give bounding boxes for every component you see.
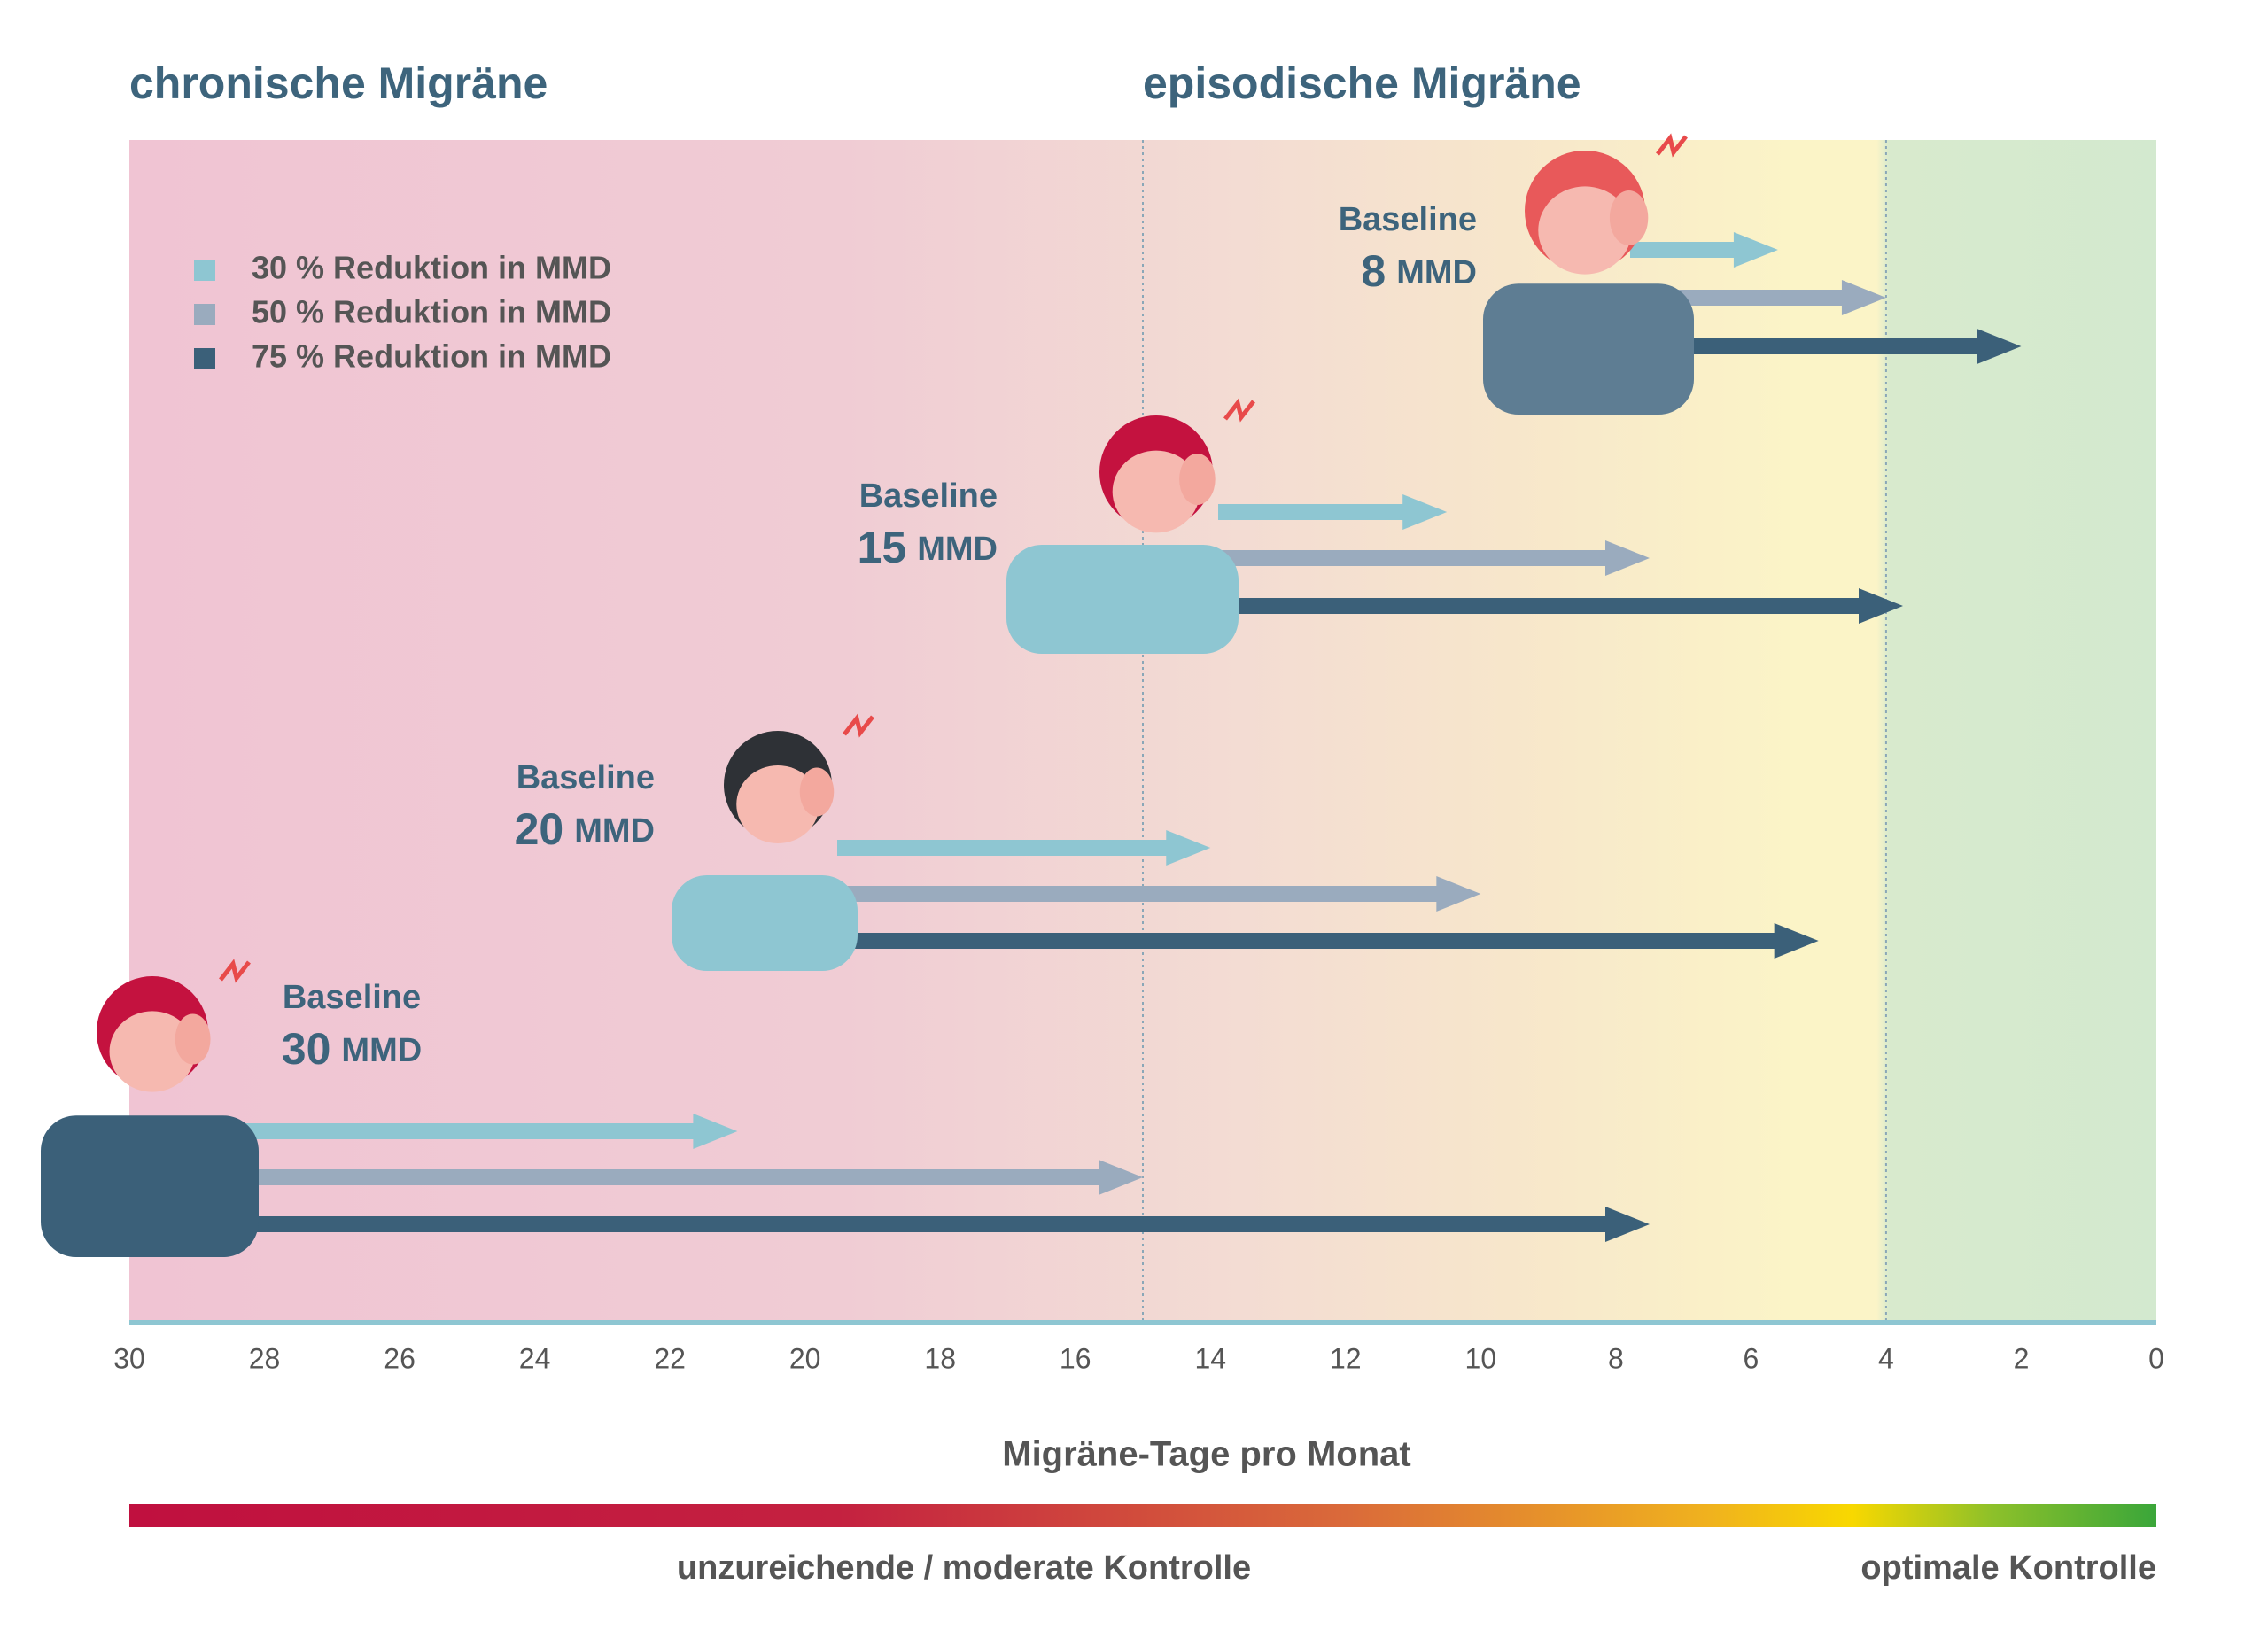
x-tick-label: 18 <box>924 1342 956 1374</box>
reduction-arrow <box>204 1160 1143 1195</box>
baseline-label: Baseline <box>1339 201 1477 238</box>
baseline-number: 8 <box>1361 246 1386 296</box>
reduction-arrow <box>204 1114 738 1149</box>
reduction-arrow <box>1630 280 1886 315</box>
x-tick-label: 12 <box>1330 1342 1362 1374</box>
person-illustration <box>672 713 874 971</box>
baseline-value: 8 MMD <box>1361 246 1477 296</box>
person-illustration <box>41 959 259 1257</box>
x-tick-label: 26 <box>384 1342 416 1374</box>
x-tick-label: 0 <box>2148 1342 2164 1374</box>
reduction-arrow <box>837 830 1211 866</box>
person-face <box>109 1011 196 1092</box>
legend-label: 75 % Reduktion in MMD <box>252 338 611 375</box>
x-tick-label: 30 <box>113 1342 145 1374</box>
legend-label: 50 % Reduktion in MMD <box>252 294 611 330</box>
control-scale <box>129 1504 2156 1527</box>
baseline-unit: MMD <box>574 812 655 850</box>
x-tick-label: 16 <box>1060 1342 1091 1374</box>
legend-swatch <box>194 348 215 369</box>
pain-sign <box>1223 398 1255 423</box>
baseline-label: Baseline <box>517 759 655 796</box>
scale-label: optimale Kontrolle <box>1860 1549 2156 1587</box>
content: chronische Migräne episodische Migräne 30 2… <box>41 58 2164 1587</box>
x-tick-label: 14 <box>1194 1342 1226 1374</box>
person-face <box>1538 186 1632 275</box>
x-tick-label: 28 <box>249 1342 281 1374</box>
baseline-label: Baseline <box>859 477 998 515</box>
person-illustration <box>1006 398 1255 654</box>
x-axis-label: Migräne-Tage pro Monat <box>1002 1435 1410 1474</box>
baseline-unit: MMD <box>1396 254 1477 291</box>
region-label: episodische Migräne <box>1143 58 1581 108</box>
person-hand <box>1609 190 1649 245</box>
x-tick-label: 4 <box>1878 1342 1894 1374</box>
baseline-value: 30 MMD <box>282 1024 422 1074</box>
baseline-value: 20 MMD <box>515 804 655 854</box>
person-body <box>1483 283 1694 415</box>
x-tick-label: 8 <box>1608 1342 1624 1374</box>
pain-sign <box>219 959 251 983</box>
x-tick-label: 20 <box>789 1342 821 1374</box>
legend-label: 30 % Reduktion in MMD <box>252 250 611 286</box>
person-face <box>736 765 819 843</box>
reduction-arrow <box>1218 494 1448 530</box>
baseline-value: 15 MMD <box>858 523 998 572</box>
reduction-arrow <box>1218 540 1650 576</box>
region-label: chronische Migräne <box>129 58 548 108</box>
x-tick-label: 22 <box>654 1342 686 1374</box>
person-illustration <box>1483 133 1694 415</box>
baseline-number: 20 <box>515 804 564 854</box>
reduction-arrow <box>1630 329 2022 364</box>
person-body <box>41 1115 259 1257</box>
reduction-arrow <box>1218 588 1903 624</box>
reduction-arrow <box>837 876 1481 912</box>
person-body <box>672 875 858 971</box>
person-face <box>1112 450 1200 533</box>
baseline-label: Baseline <box>283 979 421 1016</box>
legend-swatch <box>194 304 215 325</box>
reduction-arrow <box>204 1207 1650 1242</box>
baseline-unit: MMD <box>341 1032 422 1069</box>
person-hand <box>175 1013 211 1065</box>
person-body <box>1006 545 1239 654</box>
pain-sign <box>1656 133 1688 158</box>
legend-swatch <box>194 260 215 281</box>
person-hand <box>1179 454 1216 505</box>
scale-label: unzureichende / moderate Kontrolle <box>677 1549 1251 1587</box>
baseline-unit: MMD <box>917 531 998 568</box>
pain-sign <box>843 713 874 738</box>
baseline-number: 30 <box>282 1024 331 1074</box>
x-tick-label: 2 <box>2014 1342 2030 1374</box>
reduction-arrow <box>837 923 1819 959</box>
x-tick-label: 24 <box>519 1342 551 1374</box>
baseline-number: 15 <box>858 523 907 572</box>
person-hand <box>799 767 835 817</box>
x-tick-label: 6 <box>1744 1342 1759 1374</box>
x-tick-label: 10 <box>1465 1342 1497 1374</box>
reduction-arrow <box>1630 232 1778 268</box>
